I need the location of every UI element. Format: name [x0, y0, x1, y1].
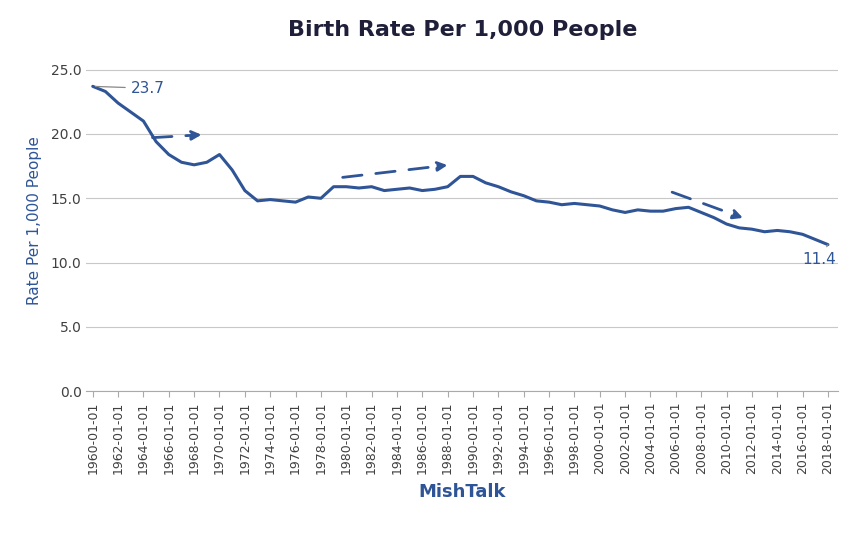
Y-axis label: Rate Per 1,000 People: Rate Per 1,000 People [28, 136, 42, 305]
Text: 11.4: 11.4 [803, 245, 836, 267]
X-axis label: MishTalk: MishTalk [418, 482, 506, 501]
Text: 23.7: 23.7 [96, 80, 165, 96]
Title: Birth Rate Per 1,000 People: Birth Rate Per 1,000 People [288, 21, 637, 40]
